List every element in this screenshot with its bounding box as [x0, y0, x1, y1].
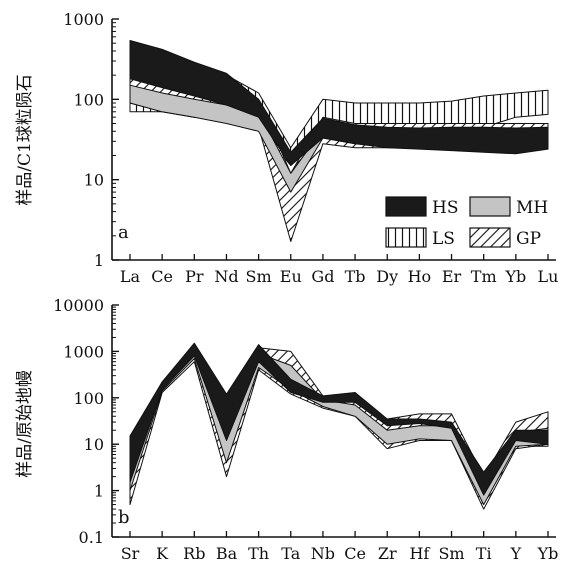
panel-b-chart: 0.1 1 10 100 1000 10000 Sr K Rb Ba Th Ta Nb Ce Zr Hf Sm… — [15, 296, 558, 563]
panel-a-x-tick-labels: La Ce Pr Nd Sm Eu Gd Tb Dy Ho Er Tm Yb Lu — [120, 267, 559, 286]
panel-b-x-tick-label: Ce — [344, 544, 366, 563]
panel-b-x-tick-label: Hf — [409, 544, 430, 563]
panel-a-legend: HS MH LS GP — [385, 196, 548, 249]
panel-a-x-tick-label: Sm — [246, 267, 272, 286]
panel-a-x-tick-label: Pr — [185, 267, 204, 286]
panel-b-y-tick-label: 1 — [94, 482, 104, 501]
panel-b-axes — [111, 304, 556, 538]
panel-a-x-tick-label: Dy — [376, 267, 398, 286]
panel-b-y-tick-label: 1000 — [63, 342, 104, 361]
legend-label-gp: GP — [516, 229, 541, 249]
panel-b-x-tick-label: Zr — [378, 544, 397, 563]
panel-b-x-tick-label: Ti — [476, 544, 492, 563]
panel-a-x-tick-label: Nd — [214, 267, 238, 286]
panel-a-label: a — [118, 222, 129, 243]
panel-b-series-areas — [129, 342, 549, 510]
panel-a-x-tick-label: Lu — [538, 267, 559, 286]
legend-swatch-hs — [385, 196, 427, 217]
panel-b-x-tick-label: Sm — [438, 544, 464, 563]
panel-a-series-areas — [129, 40, 549, 242]
panel-a-x-tick-label: La — [120, 267, 141, 286]
panel-b-y-tick-label: 10 — [84, 435, 104, 454]
panel-b-x-tick-label: Rb — [183, 544, 205, 563]
legend-label-hs: HS — [432, 198, 458, 218]
panel-a-x-tick-label: Er — [442, 267, 462, 286]
panel-b-y-tick-labels: 0.1 1 10 100 1000 10000 — [53, 296, 104, 547]
panel-a-x-tick-label: Ho — [408, 267, 432, 286]
panel-b-x-tick-label: Ta — [281, 544, 300, 563]
panel-a-y-tick-label: 10 — [84, 171, 104, 190]
panel-a-y-tick-label: 1 — [94, 251, 104, 270]
panel-a-y-tick-label: 1000 — [63, 10, 104, 29]
panel-b-x-tick-label: Th — [248, 544, 269, 563]
panel-a-x-tick-label: Ce — [151, 267, 173, 286]
panel-a-x-tick-label: Tm — [471, 267, 497, 286]
panel-a-x-tick-label: Tb — [345, 267, 366, 286]
panel-b-x-tick-label: K — [156, 544, 169, 563]
panel-b-x-tick-label: Sr — [121, 544, 140, 563]
panel-a-y-tick-label: 100 — [73, 90, 104, 109]
panel-b-x-tick-label: Yb — [537, 544, 559, 563]
legend-label-ls: LS — [432, 229, 455, 249]
legend-swatch-gp — [469, 227, 511, 248]
panel-a-series-hs-band — [129, 40, 549, 166]
legend-label-mh: MH — [516, 198, 548, 218]
panel-b-x-tick-label: Y — [510, 544, 522, 563]
panel-b-x-tick-label: Nb — [311, 544, 335, 563]
panel-b-series-hs-band — [129, 342, 549, 496]
panel-a-x-tick-label: Eu — [280, 267, 302, 286]
panel-b-x-tick-label: Ba — [216, 544, 238, 563]
panel-b-x-tick-labels: Sr K Rb Ba Th Ta Nb Ce Zr Hf Sm Ti Y Yb — [121, 544, 559, 563]
panel-b-y-tick-label: 0.1 — [79, 528, 104, 547]
legend-swatch-ls — [385, 227, 427, 248]
panel-b-label: b — [118, 507, 130, 528]
panel-b-y-axis-label: 样品/原始地幔 — [15, 370, 35, 478]
panel-a-x-tick-label: Yb — [504, 267, 526, 286]
panel-a-x-tick-label: Gd — [311, 267, 334, 286]
panel-b-y-tick-label: 10000 — [53, 296, 104, 315]
panel-a-axes — [111, 18, 556, 261]
panel-a-y-axis-label: 样品/C1球粒陨石 — [15, 74, 35, 206]
panel-a-y-tick-labels: 1 10 100 1000 — [63, 10, 104, 270]
panel-b-y-tick-label: 100 — [73, 389, 104, 408]
legend-swatch-mh — [469, 196, 511, 217]
